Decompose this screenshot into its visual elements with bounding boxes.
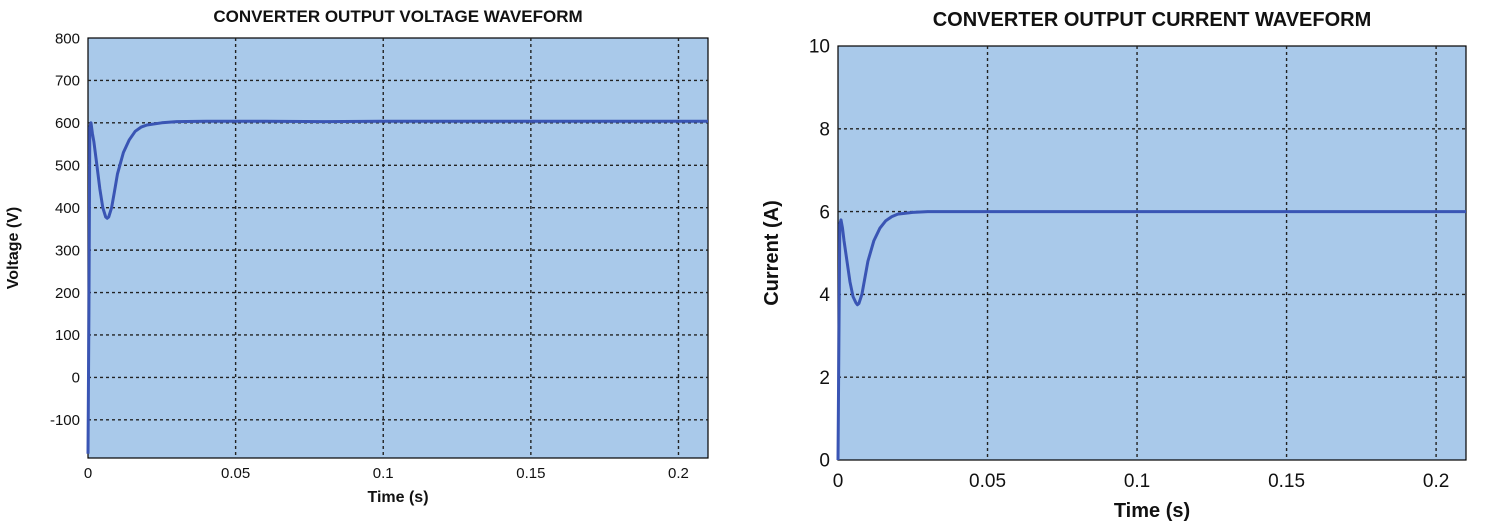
voltage-chart: CONVERTER OUTPUT VOLTAGE WAVEFORM 0 0.05 0.… bbox=[5, 7, 709, 506]
voltage-ytick-label: 700 bbox=[55, 73, 80, 90]
current-ytick-label: 4 bbox=[819, 285, 830, 306]
current-plot-area bbox=[837, 45, 1467, 461]
voltage-ytick-label: 500 bbox=[55, 158, 80, 175]
voltage-chart-svg: CONVERTER OUTPUT VOLTAGE WAVEFORM 0 0.05 0.… bbox=[5, 7, 709, 506]
voltage-ytick-label: 600 bbox=[55, 115, 80, 132]
current-ytick-label: 8 bbox=[819, 119, 830, 140]
current-xaxis-label: Time (s) bbox=[1114, 500, 1190, 522]
current-yaxis-label: Current (A) bbox=[761, 200, 783, 306]
voltage-ytick-label: 0 bbox=[72, 370, 80, 387]
current-ytick-label: 0 bbox=[819, 451, 830, 472]
current-xtick-label: 0.15 bbox=[1268, 471, 1305, 492]
current-xtick-label: 0.2 bbox=[1423, 471, 1449, 492]
voltage-xtick-label: 0.05 bbox=[221, 465, 250, 482]
voltage-ytick-label: 300 bbox=[55, 242, 80, 259]
voltage-ytick-label: 200 bbox=[55, 285, 80, 302]
current-chart-svg: CONVERTER OUTPUT CURRENT WAVEFORM 0 0.05 0.… bbox=[761, 9, 1467, 522]
voltage-xtick-label: 0.2 bbox=[668, 465, 689, 482]
current-series-line-0 bbox=[836, 210, 1466, 461]
current-ytick-label: 10 bbox=[809, 37, 830, 58]
voltage-plot-area bbox=[87, 37, 709, 459]
voltage-series-line-0 bbox=[86, 119, 708, 454]
current-ytick-label: 2 bbox=[819, 368, 830, 389]
voltage-ytick-label: 100 bbox=[55, 327, 80, 344]
voltage-ytick-label: 800 bbox=[55, 30, 80, 47]
current-xtick-label: 0 bbox=[833, 471, 844, 492]
voltage-xtick-label: 0 bbox=[84, 465, 92, 482]
voltage-ytick-label: -100 bbox=[50, 412, 80, 429]
current-chart: CONVERTER OUTPUT CURRENT WAVEFORM 0 0.05 0.… bbox=[750, 0, 1500, 528]
current-xtick-label: 0.05 bbox=[969, 471, 1006, 492]
current-chart-title: CONVERTER OUTPUT CURRENT WAVEFORM bbox=[933, 9, 1372, 31]
voltage-chart-title: CONVERTER OUTPUT VOLTAGE WAVEFORM bbox=[213, 7, 582, 26]
voltage-xaxis-label: Time (s) bbox=[367, 489, 428, 506]
voltage-xtick-label: 0.1 bbox=[373, 465, 394, 482]
current-xtick-label: 0.1 bbox=[1124, 471, 1150, 492]
voltage-yaxis-label: Voltage (V) bbox=[5, 207, 22, 289]
current-ytick-label: 6 bbox=[819, 202, 830, 223]
voltage-xtick-label: 0.15 bbox=[516, 465, 545, 482]
voltage-ytick-label: 400 bbox=[55, 200, 80, 217]
